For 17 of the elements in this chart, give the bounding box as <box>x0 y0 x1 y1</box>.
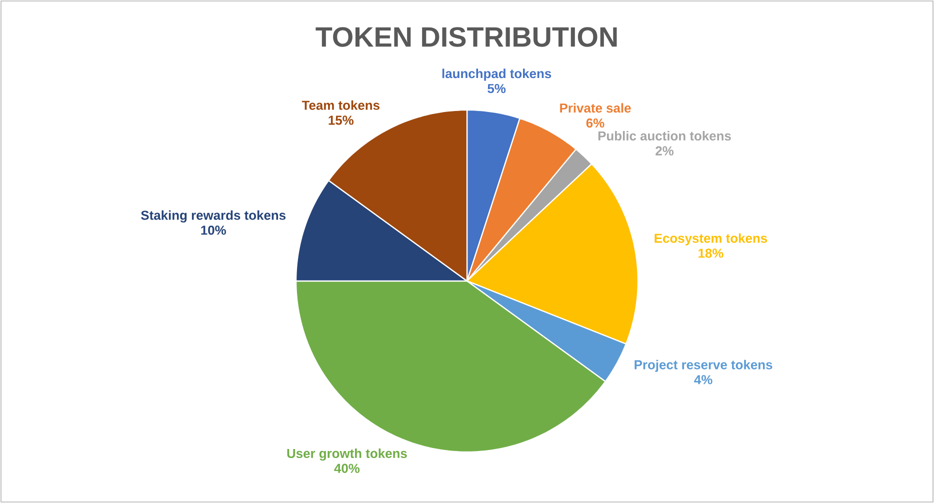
slice-label: User growth tokens <box>287 448 407 461</box>
slice-label: Ecosystem tokens <box>654 233 768 246</box>
slice-label: Staking rewards tokens <box>141 210 286 222</box>
data-label: 4% <box>694 375 712 384</box>
data-label: 10% <box>201 226 226 235</box>
data-label: 5% <box>488 84 506 94</box>
chart-title: TOKEN DISTRIBUTION <box>316 27 617 47</box>
data-label: 40% <box>334 464 360 473</box>
slice-label: Project reserve tokens <box>634 360 772 372</box>
data-label: 6% <box>586 118 604 128</box>
slice-label: Team tokens <box>302 100 380 110</box>
data-label: 18% <box>698 248 724 258</box>
data-label: 15% <box>328 116 354 125</box>
data-label: 2% <box>656 146 674 156</box>
slice-label: launchpad tokens <box>442 68 552 81</box>
slice-label: Public auction tokens <box>598 130 731 141</box>
slice-label: Private sale <box>560 103 631 113</box>
